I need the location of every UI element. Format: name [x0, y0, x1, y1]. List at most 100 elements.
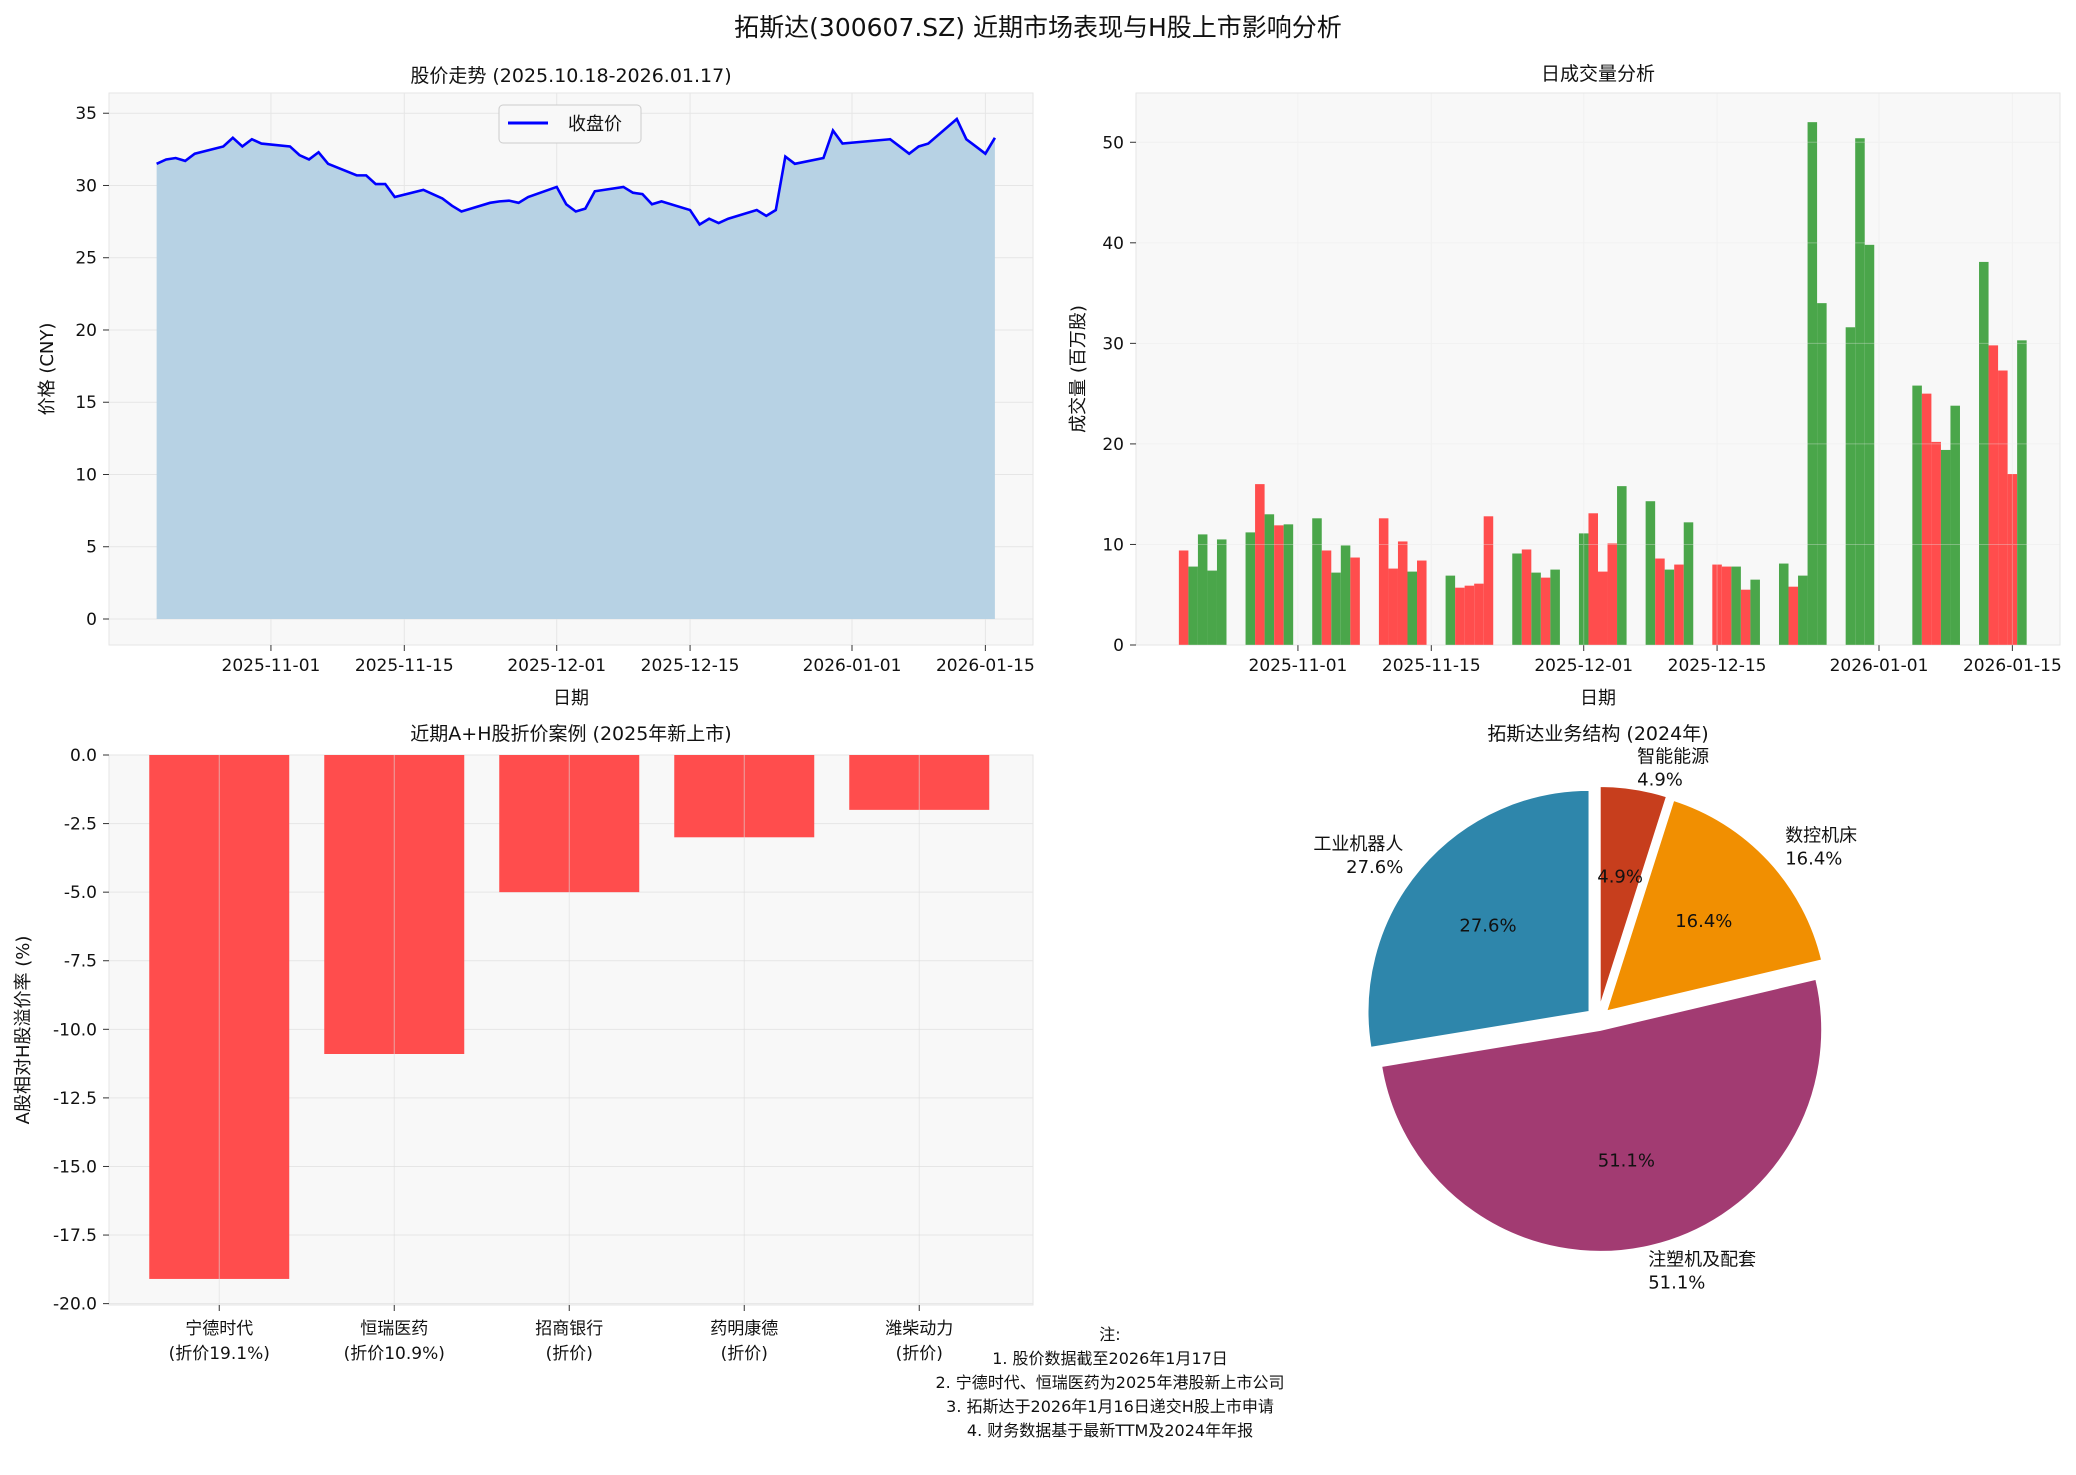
- x-tick-label: (折价): [721, 1344, 768, 1364]
- note-line-4: 4. 财务数据基于最新TTM及2024年年报: [967, 1421, 1253, 1440]
- volume-bar: [1397, 541, 1408, 645]
- y-tick-label: -20.0: [53, 1295, 97, 1315]
- x-tick-label: 招商银行: [535, 1319, 603, 1339]
- volume-y-label: 成交量 (百万股): [1068, 305, 1089, 433]
- pie-percent-label: 4.9%: [1597, 866, 1643, 887]
- pie-category-label: 注塑机及配套: [1648, 1249, 1756, 1270]
- y-tick-label: 30: [1102, 334, 1124, 354]
- pie-chart-title: 拓斯达业务结构 (2024年): [1487, 723, 1708, 745]
- volume-bar: [1855, 138, 1865, 645]
- figure-title: 拓斯达(300607.SZ) 近期市场表现与H股上市影响分析: [734, 13, 1342, 42]
- volume-bar: [1531, 572, 1541, 645]
- y-tick-label: -12.5: [53, 1089, 97, 1109]
- volume-bars: [1178, 122, 2027, 646]
- pie-percent-label: 51.1%: [1598, 1150, 1655, 1171]
- note-line-1: 1. 股价数据截至2026年1月17日: [992, 1349, 1228, 1368]
- legend-label: 收盘价: [568, 114, 622, 135]
- volume-bar: [1674, 564, 1684, 645]
- volume-chart: 2025-11-01 2025-11-15 2025-12-01 2025-12-15…: [1068, 63, 2062, 709]
- volume-bar: [1798, 575, 1808, 645]
- volume-bar: [1731, 566, 1741, 645]
- volume-bar: [1807, 122, 1818, 646]
- volume-bar: [1550, 569, 1560, 645]
- x-tick-label: 2026-01-15: [1963, 656, 2062, 676]
- volume-bar: [1512, 553, 1522, 645]
- volume-bar: [1378, 518, 1389, 645]
- volume-bar: [1407, 571, 1418, 645]
- x-tick-label: 2025-11-15: [355, 656, 454, 676]
- x-tick-label: 2025-12-15: [1668, 656, 1767, 676]
- pie-slice: [1604, 798, 1824, 1013]
- premium-chart: 0.0 -2.5 -5.0 -7.5 -10.0 -12.5 -15.0 -17.5 -20.0…: [13, 723, 1034, 1364]
- x-tick-label: (折价): [546, 1344, 593, 1364]
- volume-bar: [1921, 393, 1932, 645]
- volume-chart-title: 日成交量分析: [1541, 63, 1655, 85]
- legend-box: [498, 104, 642, 144]
- pie-category-percent: 4.9%: [1637, 770, 1683, 791]
- x-tick-label: 2026-01-01: [803, 656, 902, 676]
- x-tick-label: 2025-11-01: [1249, 656, 1348, 676]
- volume-bar: [1578, 533, 1589, 645]
- volume-bar: [1331, 572, 1341, 645]
- pie-category-percent: 51.1%: [1648, 1272, 1705, 1293]
- volume-bar: [1712, 564, 1722, 645]
- volume-bar: [1988, 345, 1999, 645]
- volume-bar: [1388, 568, 1398, 645]
- premium-bars: [149, 755, 990, 1305]
- volume-bar: [1607, 543, 1618, 645]
- volume-bar: [1312, 518, 1322, 645]
- y-tick-label: 20: [1102, 435, 1124, 455]
- volume-bar: [1931, 441, 1941, 645]
- pie-category-percent: 16.4%: [1785, 848, 1842, 869]
- y-tick-label: -15.0: [53, 1157, 97, 1177]
- volume-bar: [1750, 579, 1760, 645]
- price-legend: 收盘价: [498, 104, 642, 144]
- volume-bar: [1998, 370, 2008, 645]
- y-tick-label: 5: [86, 538, 97, 558]
- volume-bar: [1778, 563, 1789, 645]
- volume-bar: [1245, 532, 1256, 645]
- notes: 注: 1. 股价数据截至2026年1月17日 2. 宁德时代、恒瑞医药为2025…: [935, 1325, 1284, 1440]
- pie-percent-label: 27.6%: [1459, 916, 1516, 937]
- volume-bar: [1740, 589, 1751, 645]
- y-tick-label: -10.0: [53, 1020, 97, 1040]
- volume-bar: [1264, 514, 1275, 645]
- y-tick-label: 10: [75, 465, 97, 485]
- volume-bar: [1197, 534, 1208, 645]
- volume-bar: [1474, 583, 1484, 645]
- price-x-label: 日期: [553, 688, 589, 709]
- pie-category-label: 智能能源: [1637, 747, 1709, 768]
- x-tick-label: 潍柴动力: [885, 1319, 953, 1339]
- y-tick-label: -17.5: [53, 1226, 97, 1246]
- volume-bar: [1540, 577, 1551, 645]
- x-tick-label: 恒瑞医药: [360, 1319, 428, 1339]
- volume-bar: [1845, 327, 1856, 645]
- y-tick-label: 15: [75, 393, 97, 413]
- y-tick-label: -2.5: [64, 815, 97, 835]
- volume-bar: [1207, 570, 1217, 645]
- volume-bar: [1350, 557, 1360, 645]
- volume-bar: [1979, 261, 1989, 645]
- volume-bar: [1283, 524, 1294, 645]
- volume-x-label: 日期: [1580, 688, 1616, 709]
- volume-bar: [1864, 244, 1875, 645]
- volume-bar: [1445, 575, 1456, 645]
- x-tick-label: 宁德时代: [185, 1319, 253, 1339]
- y-tick-label: 40: [1102, 234, 1124, 254]
- x-tick-label: 2025-12-01: [507, 656, 606, 676]
- x-tick-label: 2025-12-15: [641, 656, 740, 676]
- note-line-2: 2. 宁德时代、恒瑞医药为2025年港股新上市公司: [935, 1373, 1284, 1392]
- x-tick-label: (折价): [896, 1344, 943, 1364]
- volume-bar: [1617, 486, 1627, 645]
- volume-bar: [1417, 560, 1427, 645]
- volume-ticks: 2025-11-01 2025-11-15 2025-12-01 2025-12-15…: [1102, 133, 2061, 676]
- volume-bar: [1340, 545, 1351, 645]
- volume-bar: [1178, 550, 1189, 645]
- price-y-label: 价格 (CNY): [37, 323, 58, 416]
- volume-bar: [1483, 516, 1494, 645]
- price-marks: [156, 116, 997, 619]
- volume-bar: [1598, 571, 1608, 645]
- volume-bar: [2017, 340, 2027, 645]
- premium-chart-title: 近期A+H股折价案例 (2025年新上市): [410, 723, 731, 745]
- pie-slice: [1598, 785, 1669, 1009]
